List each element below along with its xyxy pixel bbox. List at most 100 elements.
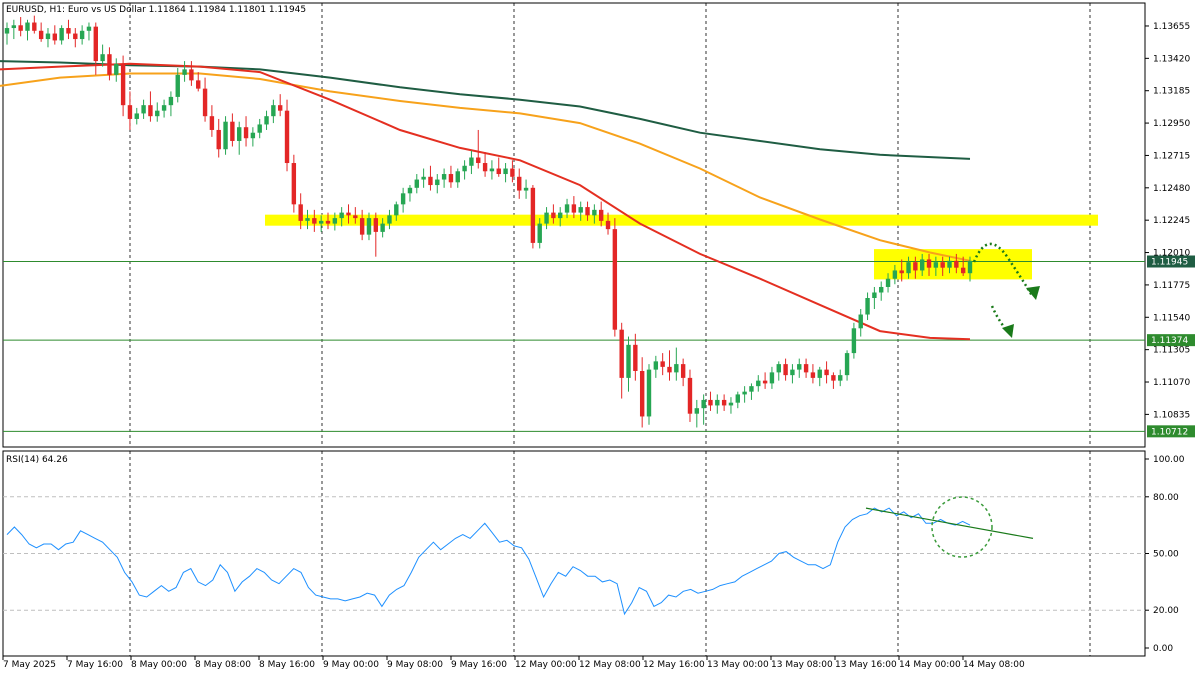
price-label-value: 1.10712 — [1151, 427, 1188, 437]
candle-body — [578, 207, 583, 213]
candle-body — [448, 174, 454, 183]
candle-body — [79, 30, 85, 40]
candle-body — [114, 63, 119, 75]
price-label-value: 1.11945 — [1151, 258, 1188, 268]
price-tick-label: 1.12950 — [1153, 119, 1190, 129]
candle-body — [564, 204, 570, 213]
candle-body — [230, 121, 235, 141]
candle-body — [776, 364, 781, 373]
rsi-title: RSI(14) 64.26 — [6, 455, 68, 465]
candle-body — [537, 223, 542, 243]
rsi-tick-label: 50.00 — [1153, 550, 1179, 560]
price-tick-label: 1.13420 — [1153, 54, 1190, 64]
price-label-box — [1147, 334, 1195, 347]
candle-body — [674, 364, 679, 373]
candle-body — [366, 218, 372, 235]
candle-body — [373, 218, 379, 232]
time-tick-label: 9 May 00:00 — [323, 660, 379, 670]
ma-fast-line — [0, 62, 971, 341]
candle-body — [277, 105, 283, 111]
candle-body — [612, 229, 618, 330]
candle-body — [503, 168, 508, 175]
candle-body — [926, 259, 932, 268]
candle-body — [960, 267, 966, 274]
candle-body — [100, 54, 105, 62]
candle-body — [824, 369, 829, 376]
candle-body — [32, 22, 37, 31]
candle-body — [619, 329, 624, 378]
candle-body — [797, 364, 802, 370]
candle-body — [18, 25, 23, 31]
candle-body — [967, 260, 973, 274]
candle-body — [93, 26, 98, 62]
candle-body — [11, 25, 17, 29]
candle-body — [380, 223, 385, 232]
candle-body — [687, 377, 693, 414]
candle-body — [73, 33, 78, 40]
candle-body — [872, 292, 877, 298]
candle-body — [264, 116, 269, 125]
candle-body — [291, 163, 297, 205]
rsi-tick-label: 0.00 — [1153, 644, 1173, 654]
candle-body — [250, 132, 256, 139]
candle-body — [708, 399, 713, 406]
candle-body — [715, 399, 720, 406]
price-tick-label: 1.10835 — [1153, 410, 1190, 420]
candle-body — [756, 380, 761, 387]
candle-body — [940, 262, 945, 268]
candle-body — [421, 176, 426, 180]
horizontal-levels — [3, 261, 1145, 432]
candle-body — [127, 105, 133, 119]
candle-body — [407, 187, 413, 194]
candle-body — [223, 121, 228, 150]
candle-body — [318, 220, 324, 224]
candle-body — [742, 391, 747, 395]
rsi-tick-label: 80.00 — [1153, 493, 1179, 503]
candle-body — [209, 116, 215, 130]
candle-body — [844, 353, 850, 376]
candle-body — [141, 105, 146, 114]
candle-body — [182, 69, 187, 75]
price-tick-label: 1.11540 — [1153, 313, 1190, 323]
candle-body — [455, 171, 460, 183]
zone-resistance — [265, 214, 1098, 226]
candle-body — [701, 399, 706, 409]
time-tick-label: 9 May 16:00 — [451, 660, 507, 670]
candle-body — [38, 30, 44, 40]
ma-mid-line — [0, 72, 971, 262]
candle-body — [530, 187, 536, 243]
candle-body — [510, 168, 515, 177]
candle-body — [831, 375, 836, 381]
candle-body — [496, 168, 501, 175]
candle-body — [202, 88, 208, 117]
price-panel-frame — [2, 2, 1146, 448]
candle-body — [441, 174, 447, 180]
candle-body — [626, 344, 631, 378]
candle-body — [913, 262, 918, 271]
candle-body — [161, 105, 167, 111]
candle-body — [325, 220, 331, 224]
candle-body — [168, 96, 174, 106]
price-tick-label: 1.13655 — [1153, 22, 1190, 32]
candle-body — [660, 361, 665, 367]
candle-body — [216, 129, 221, 150]
candle-body — [339, 212, 344, 219]
candle-body — [919, 259, 925, 271]
candle-body — [598, 209, 604, 221]
rsi-trendline — [865, 507, 1034, 539]
candle-body — [865, 298, 870, 315]
time-tick-label: 7 May 16:00 — [67, 660, 123, 670]
annotations — [972, 242, 1040, 338]
candle-body — [906, 262, 911, 274]
candle-body — [858, 314, 863, 329]
candle-body — [66, 28, 71, 34]
candle-body — [749, 386, 754, 392]
axis-labels: 1.13655 1.13420 1.13185 1.12950 1.12715 1.124… — [2, 22, 1195, 670]
time-tick-label: 9 May 08:00 — [387, 660, 443, 670]
price-tick-label: 1.13185 — [1153, 87, 1190, 97]
time-tick-label: 7 May 2025 — [3, 660, 56, 670]
time-tick-label: 12 May 16:00 — [643, 660, 705, 670]
candle-body — [790, 369, 795, 376]
candle-body — [134, 113, 139, 119]
candle-body — [257, 124, 262, 133]
